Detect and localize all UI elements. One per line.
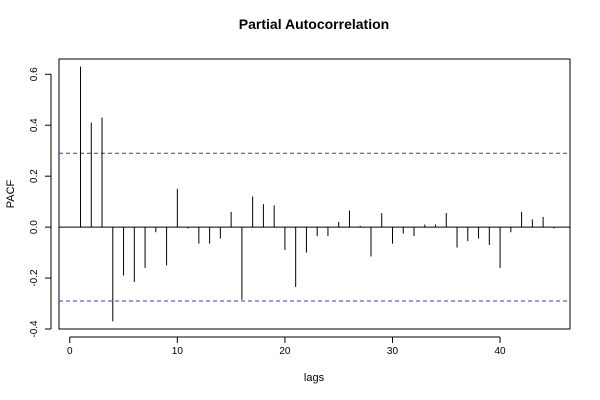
x-tick-label: 20 [279, 346, 291, 357]
y-tick-label: 0.4 [29, 118, 40, 132]
y-tick-label: 0.0 [29, 220, 40, 234]
y-tick-label: -0.2 [29, 269, 40, 287]
x-tick-label: 30 [387, 346, 399, 357]
y-tick-label: -0.4 [29, 320, 40, 338]
y-tick-label: 0.6 [29, 67, 40, 81]
y-axis-label: PACF [5, 179, 17, 208]
x-tick-label: 0 [67, 346, 73, 357]
x-axis-label: lags [304, 372, 325, 384]
x-tick-label: 40 [495, 346, 507, 357]
x-axis: 0 10 20 30 40 [67, 336, 507, 357]
y-axis: -0.4 -0.2 0.0 0.2 0.4 0.6 [29, 67, 52, 338]
chart-title: Partial Autocorrelation [239, 16, 389, 32]
pacf-bars [80, 66, 555, 322]
plot-frame [58, 58, 571, 330]
y-tick-label: 0.2 [29, 169, 40, 183]
x-tick-label: 10 [172, 346, 184, 357]
confidence-band [59, 152, 570, 302]
